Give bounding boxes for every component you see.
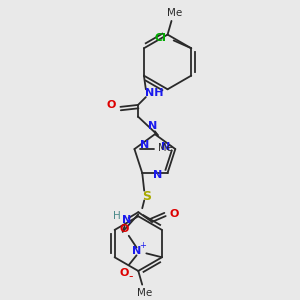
Text: Cl: Cl <box>154 32 166 43</box>
Text: Me: Me <box>137 288 153 298</box>
Text: Me: Me <box>158 143 173 153</box>
Text: N: N <box>153 170 162 180</box>
Text: N: N <box>161 142 170 152</box>
Text: N: N <box>132 246 141 256</box>
Text: +: + <box>139 241 146 250</box>
Text: N: N <box>140 140 149 150</box>
Text: H: H <box>113 211 121 221</box>
Text: O: O <box>107 100 116 110</box>
Text: N: N <box>148 122 158 131</box>
Text: NH: NH <box>146 88 164 98</box>
Text: Me: Me <box>167 8 182 18</box>
Text: O: O <box>119 268 129 278</box>
Text: N: N <box>122 215 131 225</box>
Text: O: O <box>119 224 129 234</box>
Text: -: - <box>128 270 133 283</box>
Text: S: S <box>142 190 151 203</box>
Text: O: O <box>170 209 179 219</box>
